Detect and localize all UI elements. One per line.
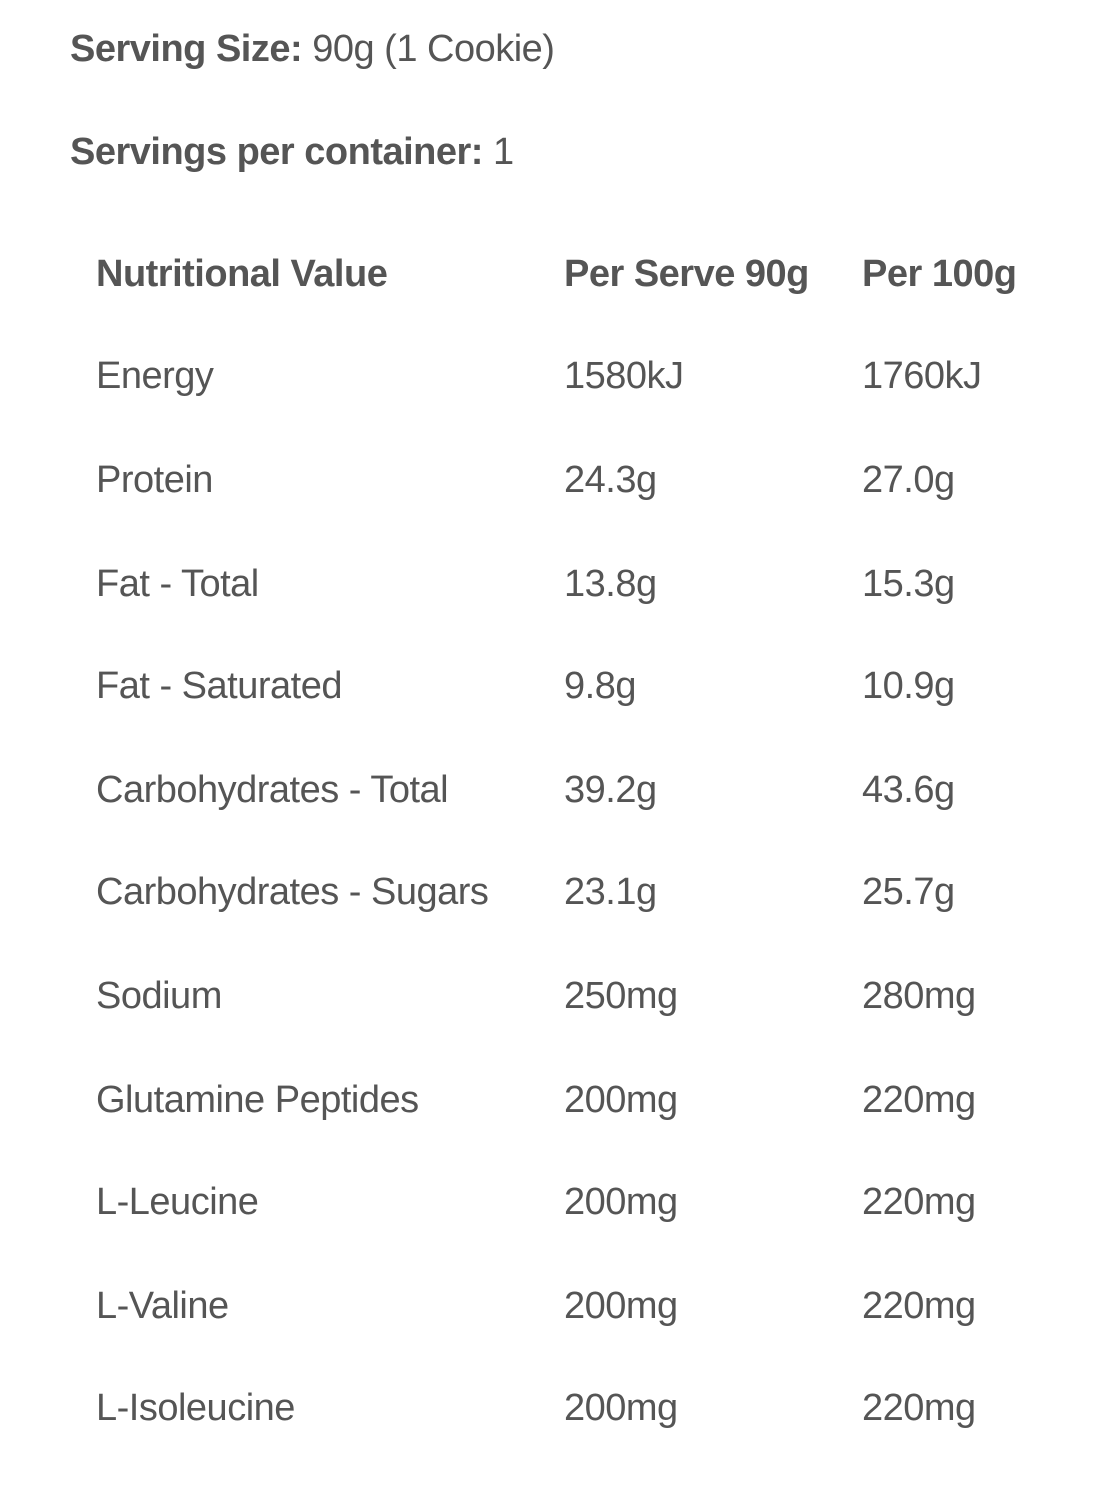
per-100g-value: 25.7g xyxy=(862,871,955,913)
per-serve-value: 13.8g xyxy=(564,563,657,605)
per-100g-value: 220mg xyxy=(862,1079,976,1121)
table-row: L-Isoleucine 200mg 220mg xyxy=(0,1389,1120,1449)
serving-size-line: Serving Size: 90g (1 Cookie) xyxy=(70,28,555,70)
table-row: Carbohydrates - Sugars 23.1g 25.7g xyxy=(0,873,1120,933)
per-serve-value: 23.1g xyxy=(564,871,657,913)
nutrient-name: Protein xyxy=(96,459,213,501)
per-serve-value: 24.3g xyxy=(564,459,657,501)
header-nutritional-value: Nutritional Value xyxy=(96,253,388,295)
nutrient-name: Carbohydrates - Sugars xyxy=(96,871,489,913)
per-100g-value: 220mg xyxy=(862,1387,976,1429)
table-row: Protein 24.3g 27.0g xyxy=(0,461,1120,521)
table-row: Fat - Saturated 9.8g 10.9g xyxy=(0,667,1120,727)
servings-per-container-value: 1 xyxy=(493,131,514,173)
per-serve-value: 200mg xyxy=(564,1387,678,1429)
table-row: L-Valine 200mg 220mg xyxy=(0,1287,1120,1347)
table-header-row: Nutritional Value Per Serve 90g Per 100g xyxy=(0,255,1120,315)
per-serve-value: 200mg xyxy=(564,1079,678,1121)
per-serve-value: 200mg xyxy=(564,1181,678,1223)
nutrient-name: Fat - Saturated xyxy=(96,665,342,707)
per-100g-value: 43.6g xyxy=(862,769,955,811)
per-serve-value: 250mg xyxy=(564,975,678,1017)
nutrient-name: Sodium xyxy=(96,975,222,1017)
table-row: Glutamine Peptides 200mg 220mg xyxy=(0,1081,1120,1141)
nutrient-name: L-Valine xyxy=(96,1285,229,1327)
nutrient-name: L-Isoleucine xyxy=(96,1387,295,1429)
servings-per-container-line: Servings per container: 1 xyxy=(70,133,514,171)
table-row: Energy 1580kJ 1760kJ xyxy=(0,357,1120,417)
per-100g-value: 280mg xyxy=(862,975,976,1017)
table-row: Carbohydrates - Total 39.2g 43.6g xyxy=(0,771,1120,831)
nutrient-name: Glutamine Peptides xyxy=(96,1079,419,1121)
table-row: L-Leucine 200mg 220mg xyxy=(0,1183,1120,1243)
nutrient-name: Carbohydrates - Total xyxy=(96,769,449,811)
servings-per-container-label: Servings per container: xyxy=(70,131,483,173)
serving-size-label: Serving Size: xyxy=(70,28,303,70)
per-100g-value: 220mg xyxy=(862,1285,976,1327)
per-100g-value: 15.3g xyxy=(862,563,955,605)
per-serve-value: 1580kJ xyxy=(564,355,684,397)
per-100g-value: 1760kJ xyxy=(862,355,982,397)
per-100g-value: 10.9g xyxy=(862,665,955,707)
table-row: Sodium 250mg 280mg xyxy=(0,977,1120,1037)
nutrient-name: Fat - Total xyxy=(96,563,259,605)
nutrient-name: L-Leucine xyxy=(96,1181,259,1223)
per-serve-value: 9.8g xyxy=(564,665,636,707)
per-serve-value: 200mg xyxy=(564,1285,678,1327)
per-100g-value: 220mg xyxy=(862,1181,976,1223)
per-serve-value: 39.2g xyxy=(564,769,657,811)
table-row: Fat - Total 13.8g 15.3g xyxy=(0,565,1120,625)
header-per-serve: Per Serve 90g xyxy=(564,253,809,295)
serving-size-value: 90g (1 Cookie) xyxy=(312,28,555,70)
header-per-100g: Per 100g xyxy=(862,253,1017,295)
nutrient-name: Energy xyxy=(96,355,214,397)
per-100g-value: 27.0g xyxy=(862,459,955,501)
